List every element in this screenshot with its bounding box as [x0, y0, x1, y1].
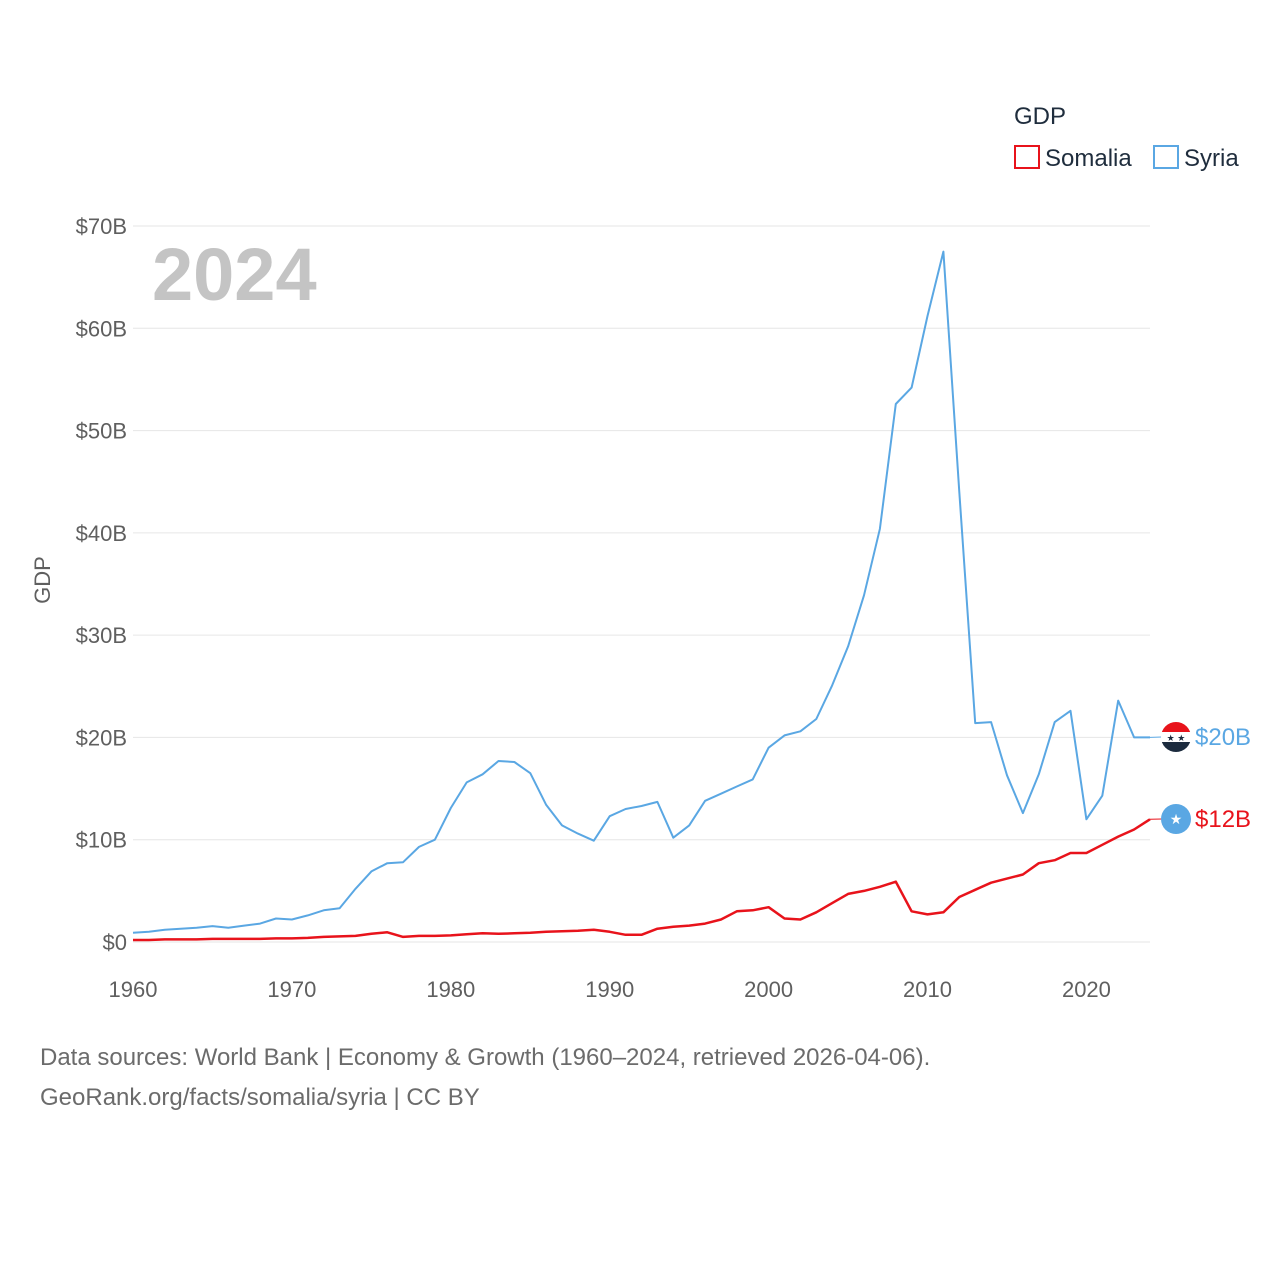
series-lines — [132, 250, 1151, 942]
end-value-label-somalia: $12B — [1195, 806, 1251, 833]
legend-swatch-syria — [1153, 145, 1179, 169]
source-url-license: GeoRank.org/facts/somalia/syria | CC BY — [40, 1084, 480, 1111]
x-tick-label: 2000 — [744, 977, 793, 1002]
y-tick-label: $20B — [76, 725, 127, 750]
legend-title: GDP — [1014, 103, 1066, 130]
legend-label-somalia: Somalia — [1045, 145, 1132, 172]
x-tick-label: 1990 — [585, 977, 634, 1002]
y-axis-label: GDP — [30, 556, 55, 604]
svg-text:★ ★: ★ ★ — [1167, 733, 1186, 743]
syria-flag-icon: ★ ★ — [1161, 722, 1191, 752]
y-tick-label: $70B — [76, 214, 127, 239]
year-watermark: 2024 — [152, 233, 317, 316]
series-line-somalia — [133, 818, 1151, 942]
y-tick-label: $50B — [76, 419, 127, 444]
grid-lines — [133, 225, 1150, 943]
y-tick-label: $40B — [76, 521, 127, 546]
y-tick-label: $60B — [76, 316, 127, 341]
x-tick-label: 2010 — [903, 977, 952, 1002]
series-line-syria — [132, 250, 1150, 934]
svg-text:★: ★ — [1170, 811, 1183, 827]
x-tick-label: 1980 — [426, 977, 475, 1002]
y-tick-label: $10B — [76, 828, 127, 853]
x-tick-label: 1970 — [267, 977, 316, 1002]
legend: GDP Somalia Syria — [1014, 103, 1239, 172]
y-tick-label: $0 — [103, 930, 127, 955]
somalia-flag-icon: ★ — [1161, 804, 1191, 834]
x-tick-label: 2020 — [1062, 977, 1111, 1002]
end-value-label-syria: $20B — [1195, 724, 1251, 751]
end-markers: ★ $12B ★ ★ $20B — [1149, 722, 1251, 834]
x-tick-label: 1960 — [109, 977, 158, 1002]
data-source-note: Data sources: World Bank | Economy & Gro… — [40, 1044, 931, 1071]
y-tick-label: $30B — [76, 623, 127, 648]
y-axis-ticks: $0 $10B $20B $30B $40B $50B $60B $70B — [76, 214, 127, 955]
x-axis-ticks: 1960 1970 1980 1990 2000 2010 2020 — [109, 977, 1111, 1002]
legend-swatch-somalia — [1014, 145, 1040, 169]
legend-label-syria: Syria — [1184, 145, 1239, 172]
